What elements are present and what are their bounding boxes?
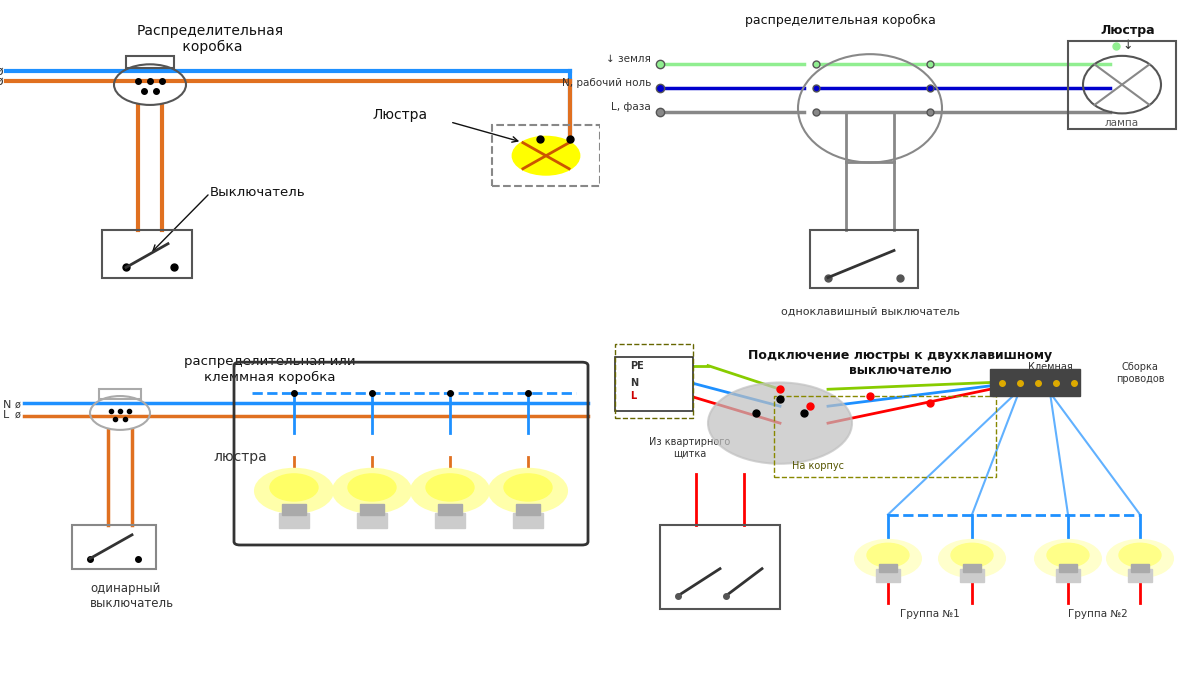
Bar (876, 569, 900, 582)
Text: ø: ø (14, 399, 20, 410)
Text: распределительная или
клеммная коробка: распределительная или клеммная коробка (184, 355, 356, 383)
Circle shape (854, 540, 922, 577)
Bar (126, 56, 174, 68)
Bar (810, 230, 918, 288)
Circle shape (270, 474, 318, 501)
Circle shape (256, 468, 334, 513)
Bar (282, 504, 306, 515)
Bar (98, 389, 142, 399)
Text: L: L (630, 391, 636, 401)
Circle shape (1108, 540, 1174, 577)
Text: Из квартирного
щитка: Из квартирного щитка (649, 437, 731, 458)
Text: люстра: люстра (214, 450, 266, 464)
Text: На корпус: На корпус (792, 460, 844, 471)
Text: Люстра: Люстра (1100, 24, 1156, 37)
Text: L: L (2, 410, 10, 420)
Text: Подключение люстры к двухклавишному
выключателю: Подключение люстры к двухклавишному выкл… (748, 349, 1052, 376)
Text: PE: PE (630, 361, 643, 370)
Circle shape (940, 540, 1006, 577)
Bar (438, 504, 462, 515)
Circle shape (426, 474, 474, 501)
Circle shape (1046, 543, 1090, 567)
Circle shape (866, 543, 910, 567)
Text: Распределительная
 коробка: Распределительная коробка (137, 24, 283, 54)
Bar (102, 230, 192, 278)
Bar (990, 369, 1080, 396)
FancyBboxPatch shape (616, 357, 694, 411)
Circle shape (410, 468, 490, 513)
Circle shape (708, 383, 852, 464)
Text: лампа: лампа (1105, 118, 1139, 129)
Bar (72, 525, 156, 569)
Circle shape (952, 543, 994, 567)
Bar (1128, 569, 1152, 582)
Bar (964, 563, 982, 572)
Text: N: N (630, 378, 638, 387)
Text: Группа №2: Группа №2 (1068, 609, 1128, 619)
Circle shape (348, 474, 396, 501)
Text: Люстра: Люстра (372, 108, 427, 122)
Bar (660, 525, 780, 609)
Text: ø: ø (0, 74, 2, 88)
Text: Сборка
проводов: Сборка проводов (1116, 362, 1164, 384)
Text: ↓: ↓ (1123, 39, 1133, 52)
Text: N, рабочий ноль: N, рабочий ноль (562, 78, 650, 88)
Bar (514, 513, 542, 528)
Circle shape (490, 468, 568, 513)
Bar (960, 569, 984, 582)
Text: ø: ø (0, 64, 2, 78)
Bar (1060, 563, 1078, 572)
Bar (878, 563, 898, 572)
Bar (360, 504, 384, 515)
Text: одинарный
выключатель: одинарный выключатель (90, 582, 174, 610)
Text: Выключатель: Выключатель (210, 186, 306, 199)
Text: ↓ земля: ↓ земля (606, 54, 650, 64)
Text: распределительная коробка: распределительная коробка (744, 14, 936, 26)
Text: N: N (2, 399, 11, 410)
Circle shape (334, 468, 410, 513)
Text: ø: ø (14, 410, 20, 420)
Bar (358, 513, 386, 528)
Bar (1056, 569, 1080, 582)
Text: Группа №1: Группа №1 (900, 609, 960, 619)
Bar (278, 513, 310, 528)
Circle shape (1034, 540, 1102, 577)
Circle shape (504, 474, 552, 501)
Bar (516, 504, 540, 515)
Bar (1132, 563, 1150, 572)
Text: L, фаза: L, фаза (611, 102, 650, 112)
Circle shape (514, 137, 580, 175)
Circle shape (1120, 543, 1162, 567)
Bar (436, 513, 466, 528)
Text: одноклавишный выключатель: одноклавишный выключатель (780, 307, 960, 316)
Bar (1068, 41, 1176, 129)
Text: Клемная
колодка: Клемная колодка (1027, 362, 1073, 384)
